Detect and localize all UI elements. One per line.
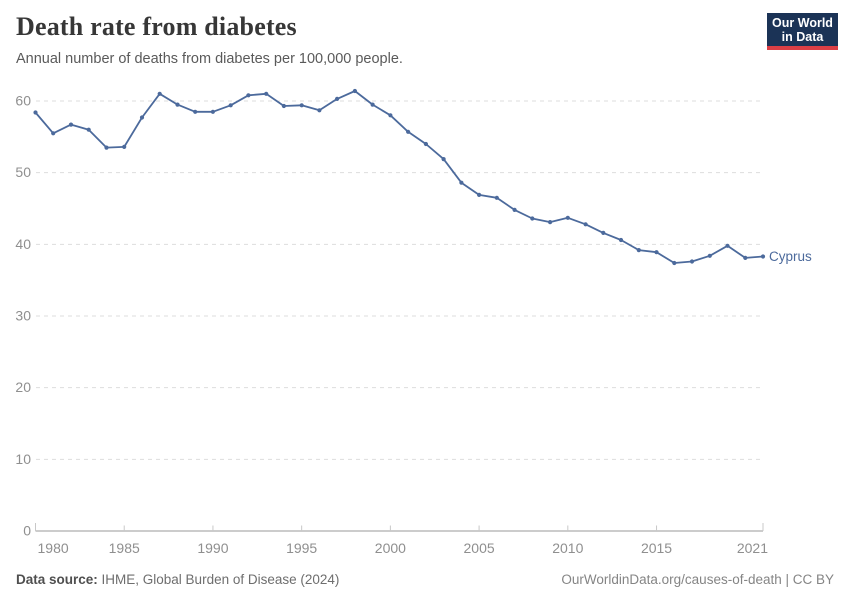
data-point-1994 xyxy=(281,103,286,109)
data-point-1990 xyxy=(210,109,215,114)
chart-title: Death rate from diabetes xyxy=(16,12,297,41)
data-point-2005 xyxy=(477,192,482,197)
data-point-2017 xyxy=(689,259,695,264)
x-tick-label-1980: 1980 xyxy=(38,540,69,556)
data-point-2015 xyxy=(654,250,659,255)
data-point-1983 xyxy=(86,127,91,132)
data-point-1998 xyxy=(352,88,357,94)
y-tick-label-40: 40 xyxy=(15,236,31,252)
data-point-1995 xyxy=(299,103,304,108)
data-point-2010 xyxy=(565,215,570,220)
data-point-1989 xyxy=(193,109,198,114)
data-point-1982 xyxy=(68,122,74,127)
data-point-1996 xyxy=(317,108,322,113)
data-point-1997 xyxy=(335,96,340,101)
y-tick-label-10: 10 xyxy=(15,451,31,467)
data-point-2008 xyxy=(530,216,535,221)
data-point-1986 xyxy=(139,115,145,120)
data-point-1991 xyxy=(228,103,233,108)
data-point-2006 xyxy=(494,195,499,200)
x-tick-label-2000: 2000 xyxy=(375,540,406,556)
data-point-2020 xyxy=(743,255,748,260)
data-point-2014 xyxy=(636,248,641,253)
series-label-cyprus: Cyprus xyxy=(769,249,812,264)
x-tick-label-1985: 1985 xyxy=(109,540,140,556)
series-line-cyprus xyxy=(34,90,764,264)
data-point-2012 xyxy=(601,230,606,235)
data-source-text: IHME, Global Burden of Disease (2024) xyxy=(97,572,340,587)
data-point-1987 xyxy=(157,91,162,96)
data-point-2009 xyxy=(548,220,553,225)
x-tick-label-1995: 1995 xyxy=(286,540,317,556)
owid-logo: Our World in Data xyxy=(767,13,838,50)
chart-subtitle: Annual number of deaths from diabetes pe… xyxy=(16,51,403,67)
license-credit: OurWorldinData.org/causes-of-death | CC … xyxy=(561,572,834,587)
data-point-1985 xyxy=(122,144,127,149)
data-point-2002 xyxy=(423,141,428,147)
x-tick-label-2015: 2015 xyxy=(641,540,672,556)
data-point-2001 xyxy=(406,129,411,134)
data-point-2019 xyxy=(725,243,730,248)
data-point-1992 xyxy=(246,93,251,98)
data-point-2007 xyxy=(512,207,517,212)
y-tick-label-0: 0 xyxy=(23,523,31,539)
y-tick-label-50: 50 xyxy=(15,164,31,180)
data-point-2018 xyxy=(707,253,712,258)
data-point-1984 xyxy=(104,145,109,150)
data-point-1993 xyxy=(264,91,269,96)
y-tick-label-60: 60 xyxy=(15,93,31,109)
data-point-2016 xyxy=(672,260,677,266)
data-point-1981 xyxy=(51,131,56,136)
data-source: Data source: IHME, Global Burden of Dise… xyxy=(16,572,339,587)
data-point-2011 xyxy=(583,222,588,227)
data-point-2021 xyxy=(760,254,766,259)
x-tick-label-2010: 2010 xyxy=(552,540,583,556)
owid-logo-line2: in Data xyxy=(781,30,824,44)
x-tick-label-1990: 1990 xyxy=(197,540,228,556)
chart-footer: Data source: IHME, Global Burden of Dise… xyxy=(16,572,834,587)
x-tick-label-2005: 2005 xyxy=(464,540,495,556)
data-point-1999 xyxy=(370,102,375,107)
data-point-2004 xyxy=(459,180,464,185)
data-source-label: Data source: xyxy=(16,572,98,587)
data-point-2000 xyxy=(388,113,393,118)
data-point-2003 xyxy=(441,157,446,162)
y-tick-label-30: 30 xyxy=(15,308,31,324)
x-tick-label-2021: 2021 xyxy=(737,540,768,556)
y-tick-label-20: 20 xyxy=(15,379,31,395)
data-point-2013 xyxy=(618,237,624,243)
data-point-1988 xyxy=(175,102,180,107)
owid-logo-line1: Our World xyxy=(772,16,833,30)
data-point-1980 xyxy=(33,110,38,115)
